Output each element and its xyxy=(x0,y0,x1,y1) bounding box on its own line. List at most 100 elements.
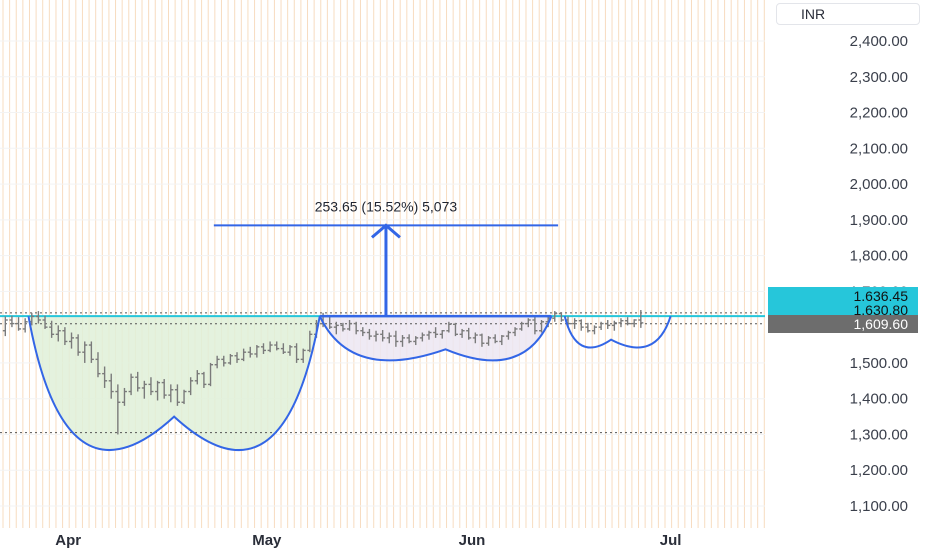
price-tick-label: 2,100.00 xyxy=(850,140,908,157)
ohlc-bar xyxy=(267,341,273,353)
ohlc-bar xyxy=(578,319,584,331)
ohlc-bar xyxy=(9,315,15,328)
ohlc-bar xyxy=(168,384,174,403)
ohlc-bar xyxy=(108,373,114,399)
ohlc-bar xyxy=(148,377,154,396)
price-tick-label: 2,300.00 xyxy=(850,69,908,86)
price-badge-label: 1,609.60 xyxy=(854,316,909,332)
ohlc-bar xyxy=(605,320,611,329)
ohlc-bar xyxy=(49,320,55,338)
time-axis-background xyxy=(0,528,770,550)
ohlc-bar xyxy=(631,319,637,328)
ohlc-bar xyxy=(539,320,545,333)
measure-label: 253.65 (15.52%) 5,073 xyxy=(315,198,458,214)
ohlc-bar xyxy=(214,355,220,369)
cup-fills xyxy=(28,316,552,451)
ohlc-bar xyxy=(141,380,147,399)
ohlc-bar xyxy=(611,320,617,331)
ohlc-bar xyxy=(82,341,88,363)
horizontal-grid xyxy=(0,40,765,507)
ohlc-bar xyxy=(413,336,419,346)
ohlc-bar xyxy=(208,362,214,387)
month-label: Jun xyxy=(459,532,486,549)
ohlc-bar xyxy=(492,334,498,344)
ohlc-bar xyxy=(234,352,240,363)
ohlc-bar xyxy=(2,316,8,337)
currency-selector[interactable]: INR xyxy=(776,3,920,25)
ohlc-bar xyxy=(102,366,108,388)
price-tick-label: 2,200.00 xyxy=(850,105,908,122)
ohlc-bar xyxy=(128,373,134,396)
ohlc-bar xyxy=(260,343,266,354)
ohlc-bar xyxy=(161,379,167,399)
price-tick-label: 1,400.00 xyxy=(850,391,908,408)
ohlc-bar xyxy=(373,330,379,342)
ohlc-bar xyxy=(16,317,22,331)
measure-arrow-head[interactable] xyxy=(370,223,401,239)
price-tick-label: 1,500.00 xyxy=(850,355,908,372)
price-range-measure[interactable]: 253.65 (15.52%) 5,073 xyxy=(213,198,559,317)
ohlc-bar xyxy=(519,321,525,331)
ohlc-bar xyxy=(22,318,28,333)
ohlc-bar xyxy=(280,343,286,354)
ohlc-bar xyxy=(115,384,121,435)
ohlc-bar xyxy=(174,384,180,406)
ohlc-bar xyxy=(247,346,253,358)
cup-curve-2[interactable] xyxy=(318,315,553,362)
ohlc-bar xyxy=(227,353,233,365)
price-badge: 1,630.80 xyxy=(768,301,918,319)
ohlc-bar xyxy=(181,389,187,405)
ohlc-bar xyxy=(201,371,207,388)
ohlc-bar xyxy=(638,309,644,328)
ohlc-bar xyxy=(505,330,511,340)
ohlc-bar xyxy=(591,325,597,335)
price-tick-label: 1,300.00 xyxy=(850,426,908,443)
ohlc-bar xyxy=(62,327,68,346)
cup-fill-1 xyxy=(28,316,320,451)
ohlc-bar xyxy=(294,343,300,363)
price-tick-label: 2,000.00 xyxy=(850,176,908,193)
ohlc-bar xyxy=(95,352,101,378)
ohlc-bar xyxy=(69,332,75,349)
ohlc-bar xyxy=(532,317,538,335)
cup-curve-3[interactable] xyxy=(563,315,672,349)
price-tick-label: 1,900.00 xyxy=(850,212,908,229)
month-label: Jul xyxy=(660,532,682,549)
ohlc-bar xyxy=(347,320,353,331)
ohlc-bar xyxy=(300,348,306,363)
price-axis[interactable]: 2,400.00 2,300.00 2,200.00 2,100.00 2,000.00… xyxy=(770,0,932,550)
ohlc-bar xyxy=(221,355,227,367)
time-axis[interactable]: Apr May Jun Jul xyxy=(0,528,770,550)
ohlc-bar xyxy=(499,335,505,346)
ohlc-bar xyxy=(135,371,141,392)
ohlc-bar xyxy=(353,321,359,335)
ohlc-bar xyxy=(55,325,61,342)
ohlc-bar xyxy=(406,334,412,344)
ohlc-bar xyxy=(366,328,372,340)
ohlc-bar xyxy=(486,336,492,346)
ohlc-bar xyxy=(155,380,161,401)
ohlc-bar xyxy=(452,322,458,337)
ohlc-bar xyxy=(625,317,631,326)
ohlc-bar xyxy=(558,312,564,322)
ohlc-bar xyxy=(241,348,247,362)
ohlc-bar xyxy=(393,330,399,347)
ohlc-bar xyxy=(88,341,94,363)
ohlc-bar xyxy=(439,330,445,339)
ohlc-bar xyxy=(333,321,339,335)
ohlc-bar xyxy=(35,311,41,324)
ohlc-bar xyxy=(618,318,624,328)
currency-label: INR xyxy=(801,6,826,22)
cup-curves[interactable] xyxy=(27,314,672,452)
ohlc-bar xyxy=(400,335,406,347)
ohlc-bar xyxy=(386,332,392,344)
ohlc-bar xyxy=(433,327,439,338)
ohlc-bar xyxy=(42,315,48,329)
ohlc-bar xyxy=(472,332,478,344)
ohlc-bar xyxy=(572,318,578,329)
ohlc-bar xyxy=(121,387,127,406)
ohlc-bar xyxy=(194,370,200,385)
cup-curve-1[interactable] xyxy=(27,315,321,452)
ohlc-bar xyxy=(512,327,518,337)
